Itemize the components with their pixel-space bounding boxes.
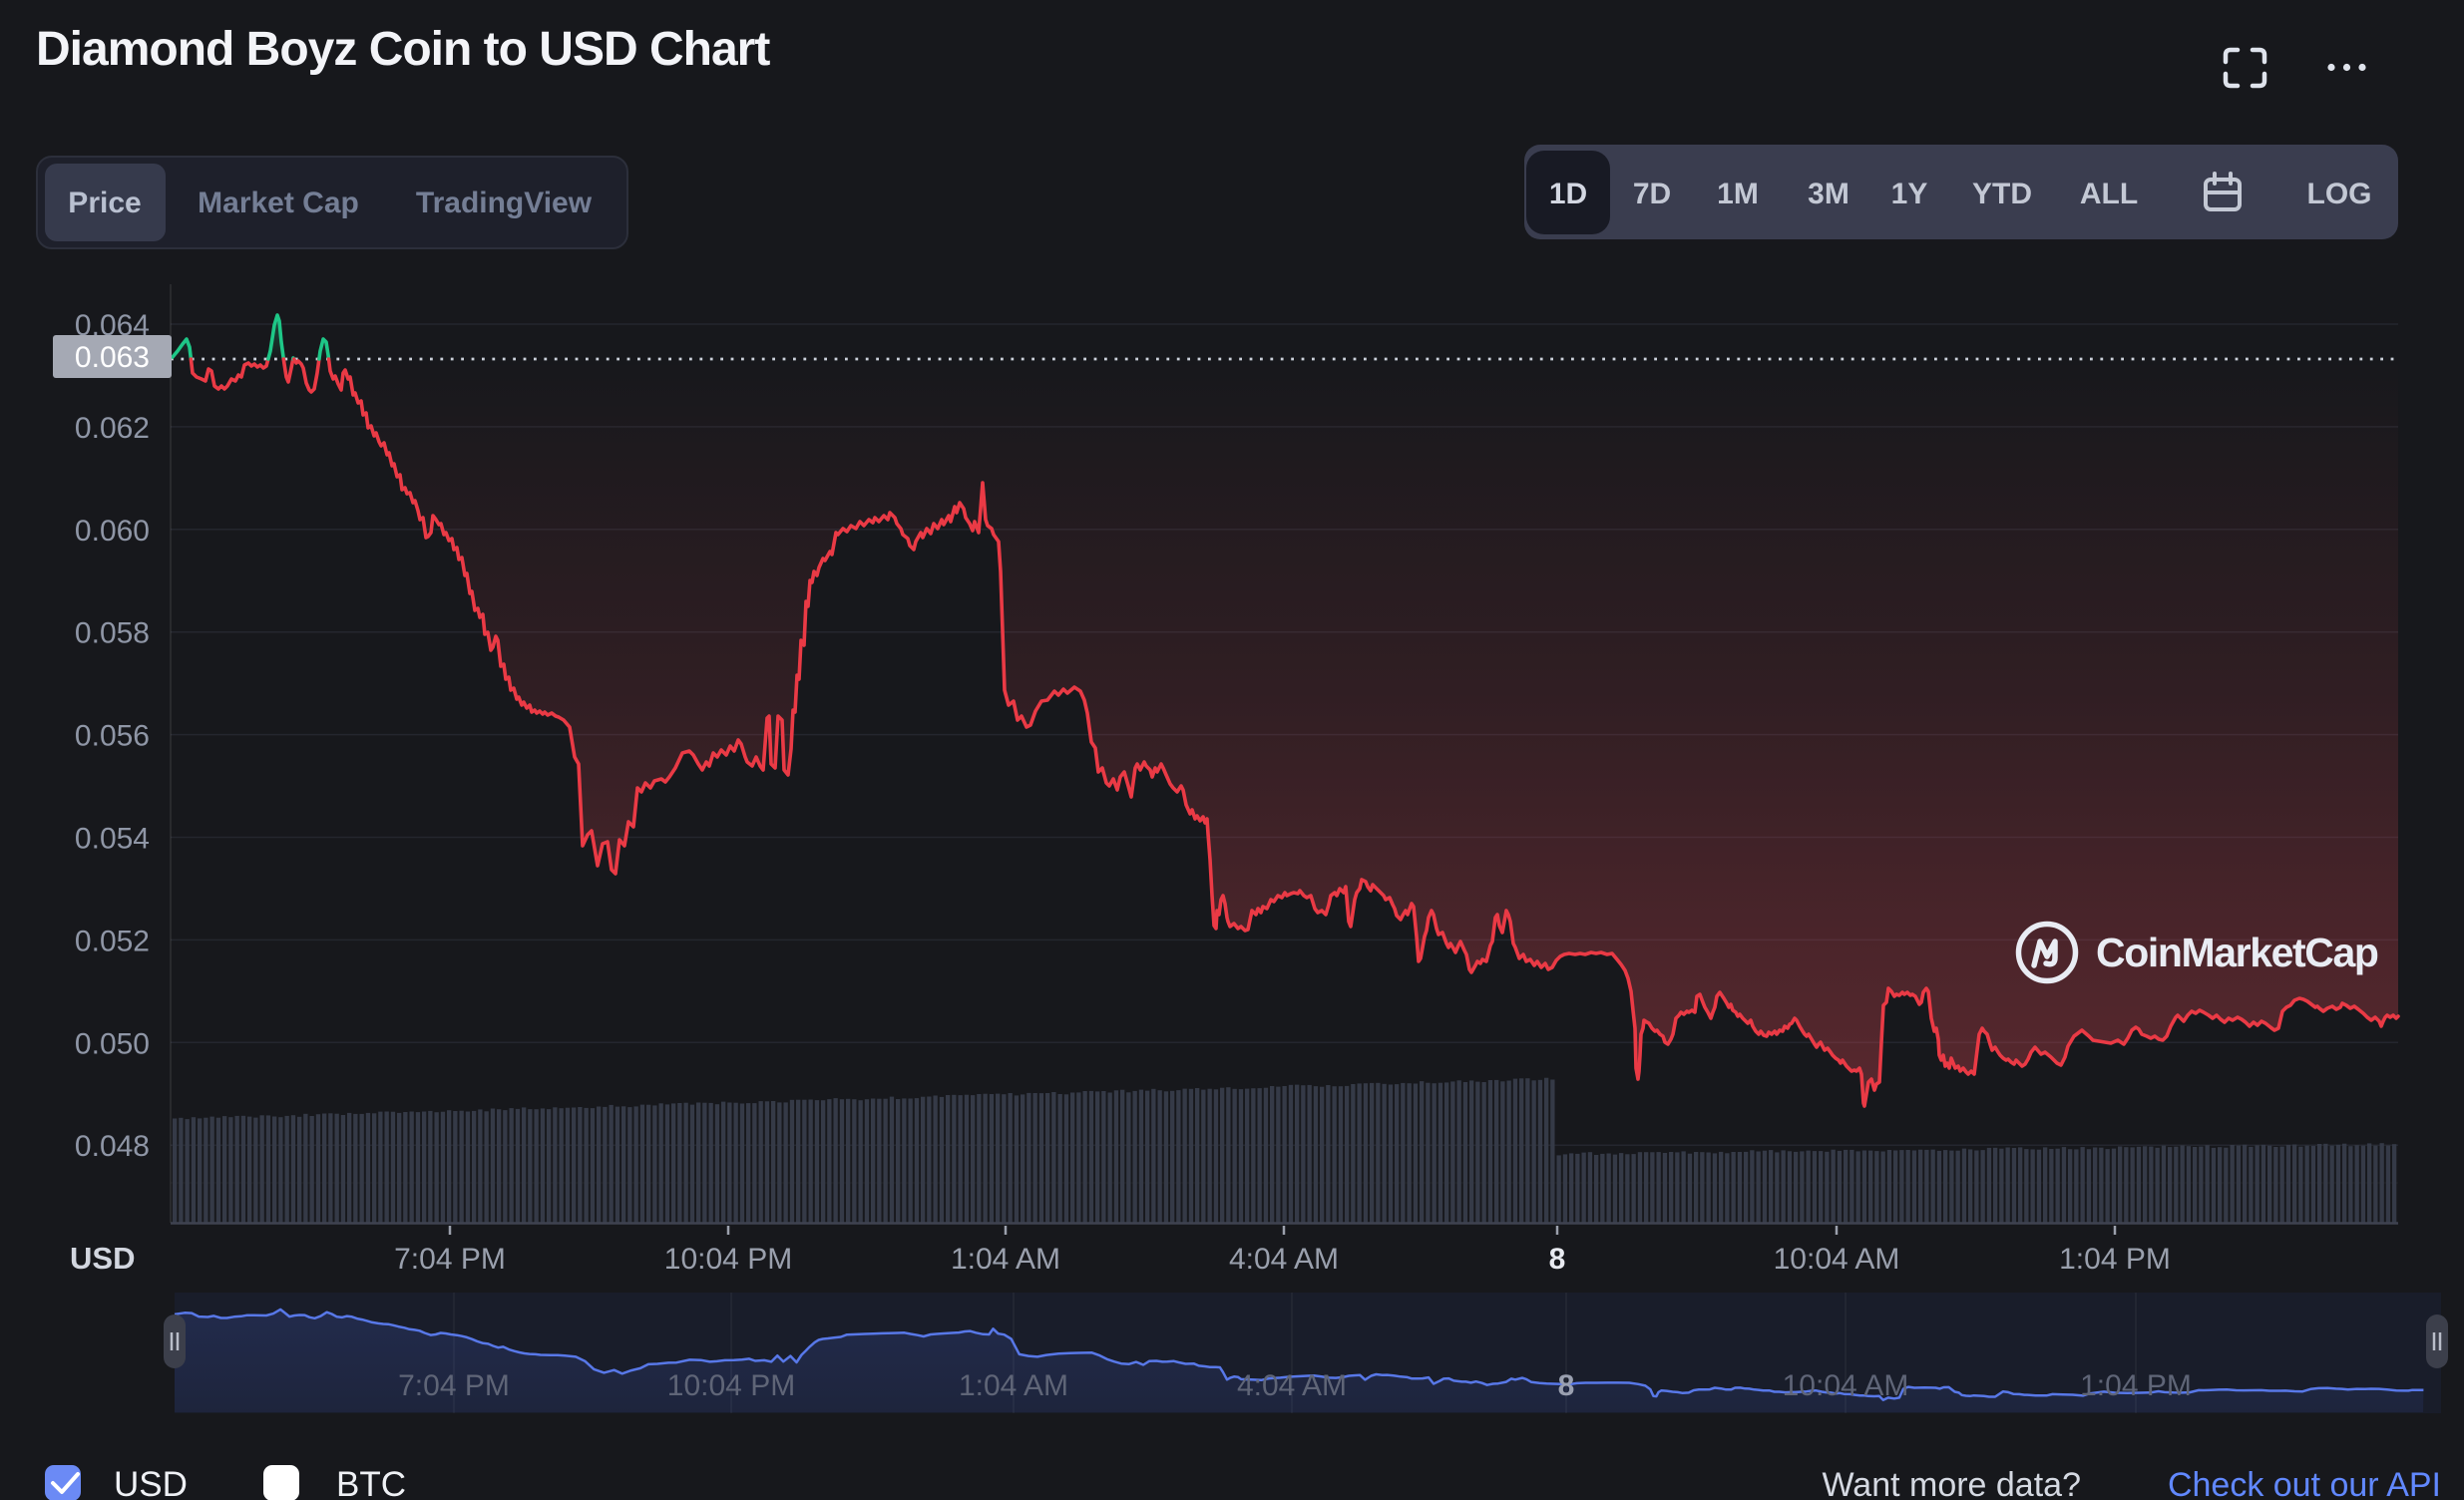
svg-text:0.063: 0.063 [75, 341, 150, 374]
svg-text:0.050: 0.050 [75, 1027, 150, 1060]
svg-text:8: 8 [1558, 1369, 1575, 1402]
svg-text:0.058: 0.058 [75, 617, 150, 650]
svg-text:0.054: 0.054 [75, 823, 150, 856]
svg-text:7:04 PM: 7:04 PM [394, 1243, 506, 1276]
svg-text:Want more data?: Want more data? [1822, 1466, 2081, 1500]
svg-text:10:04 PM: 10:04 PM [667, 1369, 795, 1402]
svg-text:Check out our API: Check out our API [2168, 1466, 2441, 1500]
svg-text:1:04 PM: 1:04 PM [2080, 1369, 2192, 1402]
svg-text:USD: USD [70, 1241, 135, 1276]
svg-text:0.052: 0.052 [75, 925, 150, 957]
svg-text:8: 8 [1549, 1243, 1566, 1276]
svg-text:10:04 AM: 10:04 AM [1783, 1369, 1909, 1402]
svg-text:0.062: 0.062 [75, 412, 150, 445]
svg-text:0.060: 0.060 [75, 515, 150, 548]
svg-text:1:04 PM: 1:04 PM [2059, 1243, 2171, 1276]
svg-text:10:04 AM: 10:04 AM [1774, 1243, 1900, 1276]
svg-text:BTC: BTC [336, 1465, 406, 1500]
svg-text:0.056: 0.056 [75, 720, 150, 753]
svg-text:CoinMarketCap: CoinMarketCap [2096, 930, 2378, 975]
svg-text:0.048: 0.048 [75, 1130, 150, 1163]
svg-text:1:04 AM: 1:04 AM [959, 1369, 1068, 1402]
svg-text:USD: USD [114, 1465, 188, 1500]
svg-text:1:04 AM: 1:04 AM [951, 1243, 1060, 1276]
svg-text:4:04 AM: 4:04 AM [1237, 1369, 1347, 1402]
svg-text:10:04 PM: 10:04 PM [664, 1243, 792, 1276]
svg-text:7:04 PM: 7:04 PM [398, 1369, 510, 1402]
svg-text:4:04 AM: 4:04 AM [1229, 1243, 1339, 1276]
